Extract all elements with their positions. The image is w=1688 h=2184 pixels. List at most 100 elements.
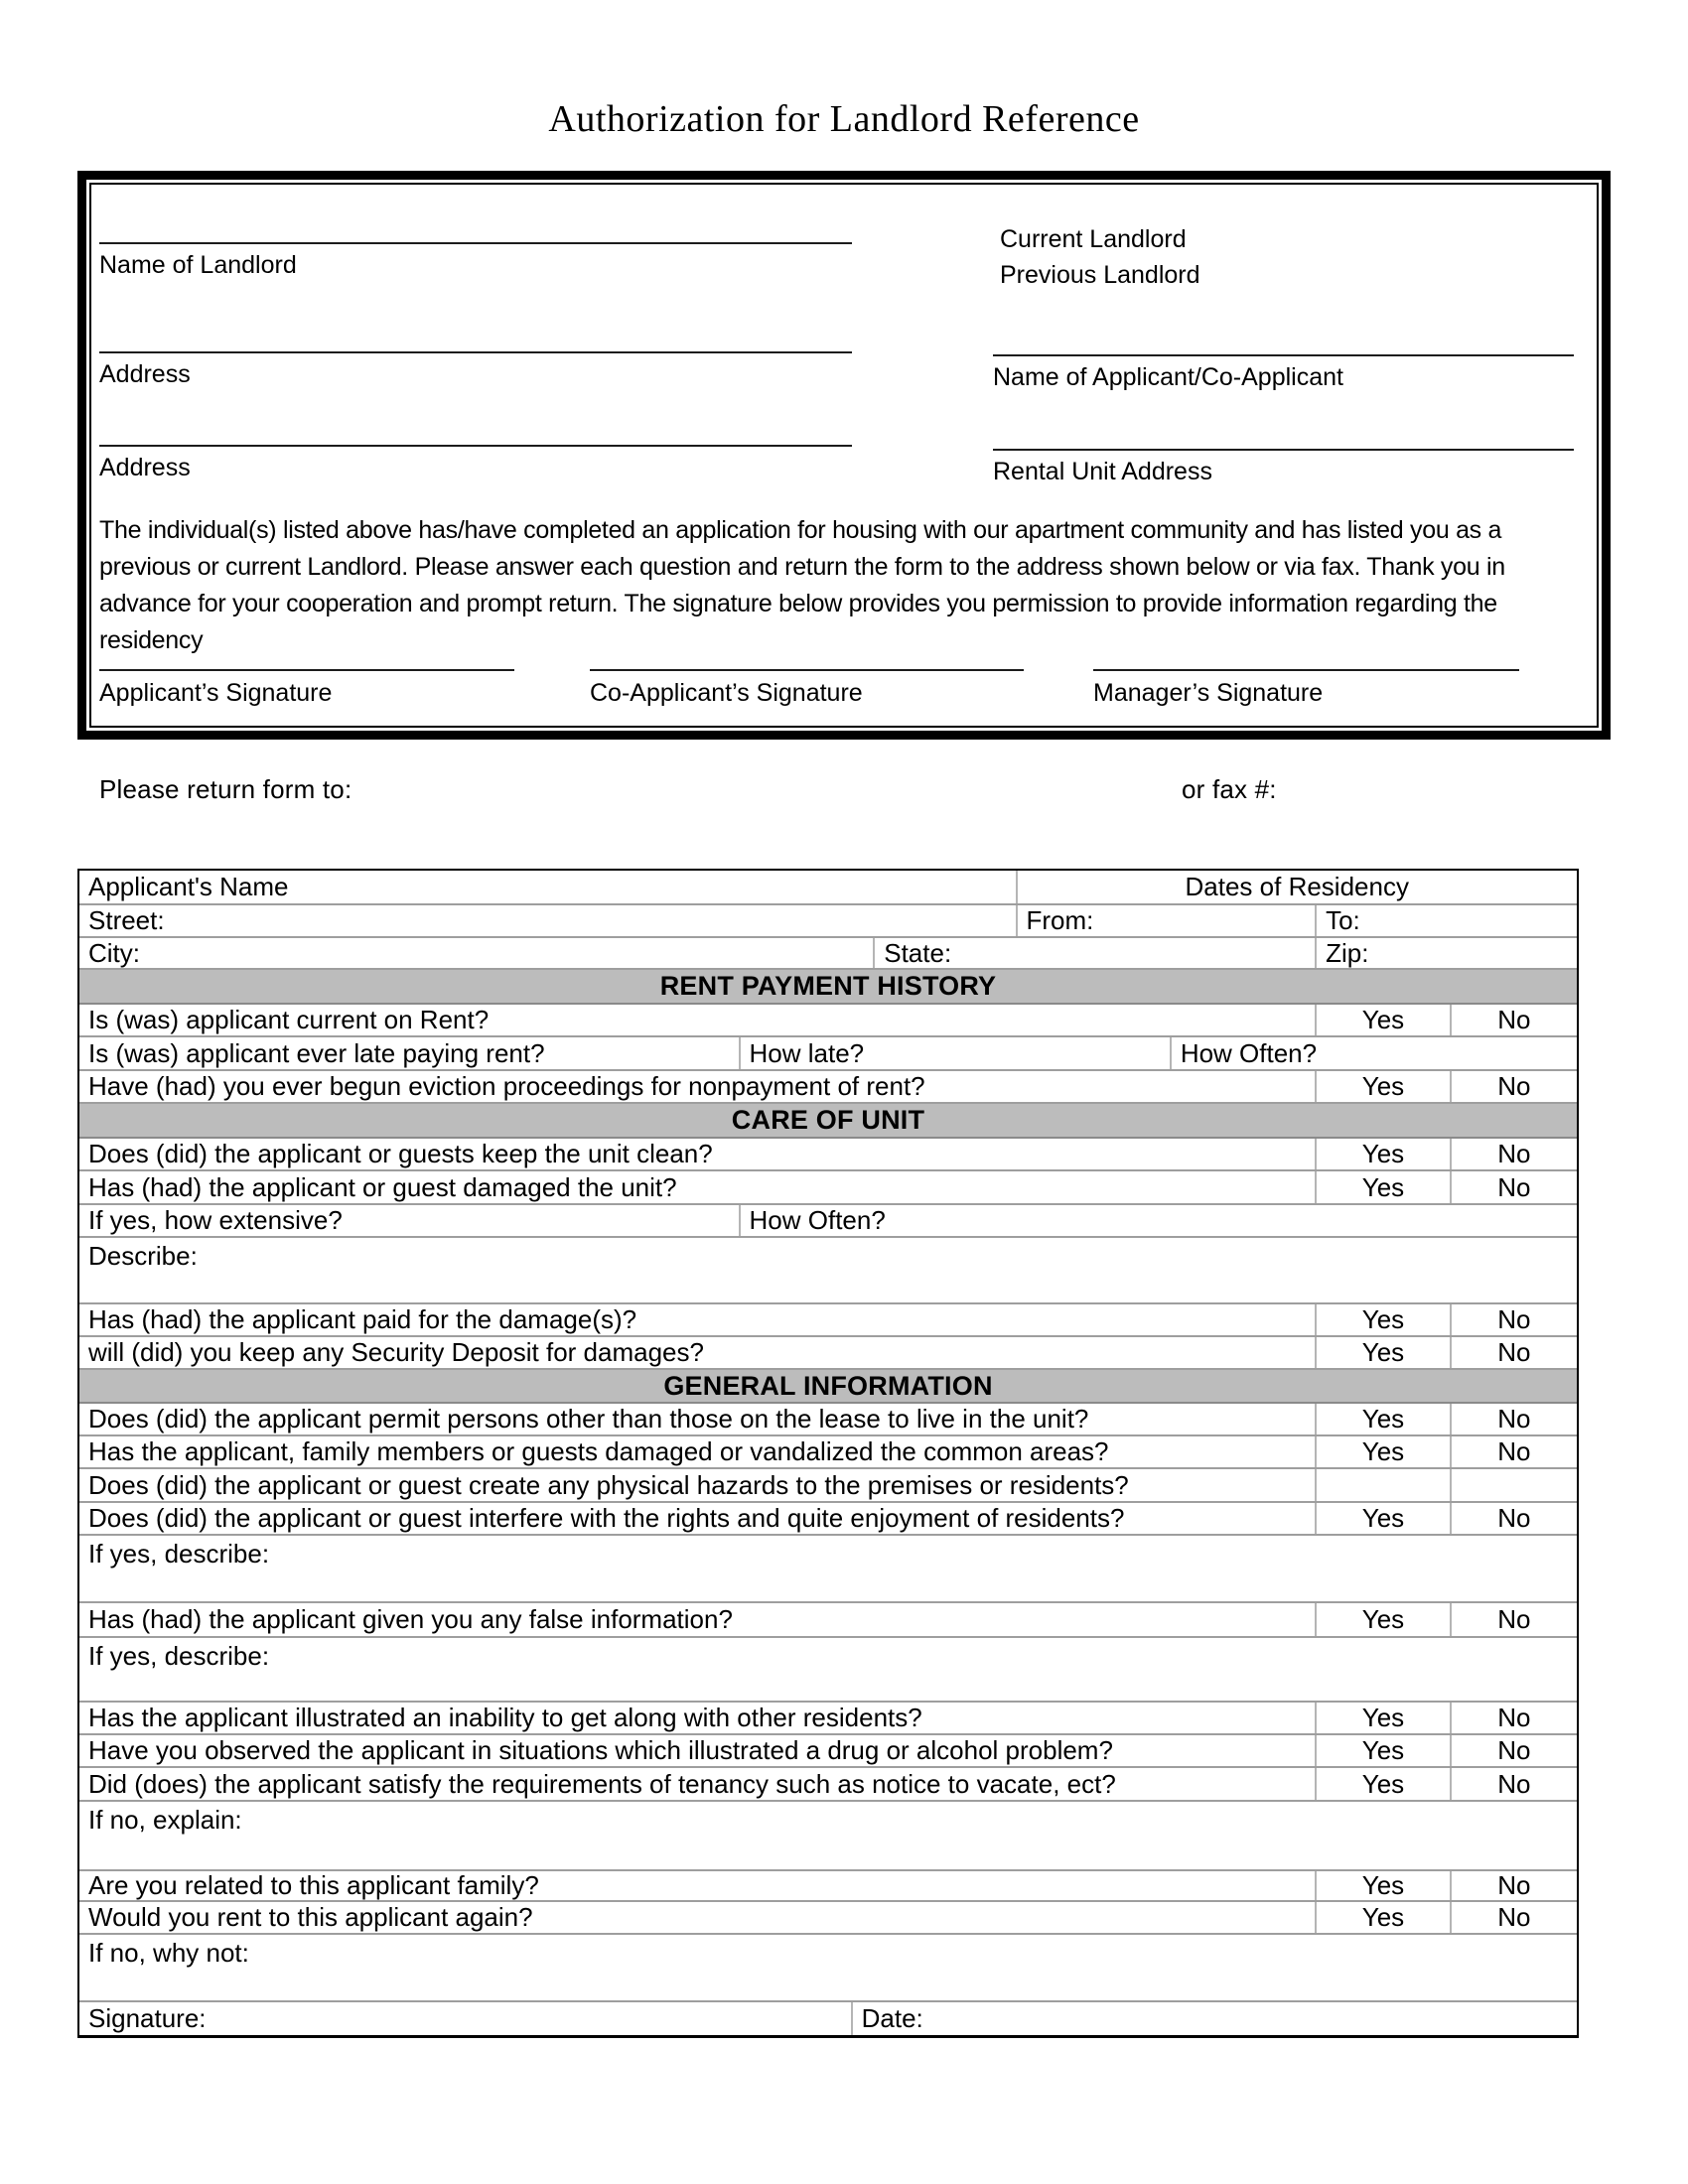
yes-option: Yes — [1315, 1139, 1450, 1169]
question-text: Did (does) the applicant satisfy the req… — [88, 1768, 1116, 1799]
section-header-rent-payment-history: RENT PAYMENT HISTORY — [79, 970, 1577, 1005]
section-title: RENT PAYMENT HISTORY — [659, 971, 997, 1001]
current-landlord-option: Current Landlord — [1000, 225, 1187, 253]
header-row-city: City: State: Zip: — [79, 938, 1577, 970]
section-title: GENERAL INFORMATION — [663, 1370, 993, 1401]
to-cell: To: — [1315, 905, 1577, 936]
page-title: Authorization for Landlord Reference — [548, 98, 1140, 140]
question-text: Is (was) applicant ever late paying rent… — [88, 1037, 545, 1068]
if-yes-describe-label: If yes, describe: — [88, 1539, 270, 1569]
question-row-eviction: Have (had) you ever begun eviction proce… — [79, 1071, 1577, 1104]
yes-option: Yes — [1315, 1871, 1450, 1900]
question-text: If yes, how extensive? — [88, 1205, 343, 1235]
question-text: Is (was) applicant current on Rent? — [88, 1005, 490, 1034]
if-yes-describe-row-2: If yes, describe: — [79, 1638, 1577, 1703]
question-text: Would you rent to this applicant again? — [88, 1902, 533, 1932]
question-text: Does (did) the applicant or guest create… — [88, 1469, 1129, 1500]
describe-row: Describe: — [79, 1238, 1577, 1304]
zip-cell: Zip: — [1315, 938, 1577, 968]
no-option: No — [1449, 1139, 1577, 1169]
no-option: No — [1449, 1503, 1577, 1534]
yes-option: Yes — [1315, 1337, 1450, 1368]
co-applicant-signature-line — [590, 669, 1024, 671]
question-row-current-rent: Is (was) applicant current on Rent? Yes … — [79, 1005, 1577, 1037]
empty-yes-cell — [1315, 1469, 1450, 1501]
if-yes-describe-row-1: If yes, describe: — [79, 1536, 1577, 1603]
landlord-address-blank-line-1 — [99, 351, 852, 353]
question-text: Has (had) the applicant or guest damaged… — [88, 1171, 677, 1202]
no-option: No — [1449, 1871, 1577, 1900]
landlord-name-label: Name of Landlord — [99, 251, 297, 279]
section-title: CARE OF UNIT — [731, 1105, 925, 1135]
question-row-false-information: Has (had) the applicant given you any fa… — [79, 1603, 1577, 1638]
how-often-cell: How Often? — [738, 1205, 1577, 1236]
landlord-address-label-1: Address — [99, 360, 191, 388]
header-row-name: Applicant's Name Dates of Residency — [79, 871, 1577, 905]
question-row-related-family: Are you related to this applicant family… — [79, 1871, 1577, 1902]
question-text: Has (had) the applicant given you any fa… — [88, 1604, 733, 1634]
applicant-name-cell: Applicant's Name — [88, 872, 289, 901]
question-text: Have you observed the applicant in situa… — [88, 1735, 1113, 1765]
question-row-late-rent: Is (was) applicant ever late paying rent… — [79, 1037, 1577, 1071]
previous-landlord-option: Previous Landlord — [1000, 261, 1200, 289]
authorization-box: Name of Landlord Address Address Current… — [77, 171, 1611, 740]
authorization-notice-text: The individual(s) listed above has/have … — [99, 516, 1505, 654]
state-cell: State: — [873, 938, 1315, 968]
yes-option: Yes — [1315, 1404, 1450, 1434]
yes-option: Yes — [1315, 1735, 1450, 1766]
question-row-drug-alcohol: Have you observed the applicant in situa… — [79, 1735, 1577, 1768]
signature-cell: Signature: — [88, 2003, 207, 2033]
no-option: No — [1449, 1768, 1577, 1800]
rental-unit-address-blank-line — [993, 449, 1574, 451]
street-cell: Street: — [88, 905, 165, 935]
how-often-cell: How Often? — [1169, 1037, 1577, 1069]
if-no-why-not-label: If no, why not: — [88, 1938, 249, 1968]
yes-option: Yes — [1315, 1071, 1450, 1102]
no-option: No — [1449, 1703, 1577, 1733]
applicant-name-label: Name of Applicant/Co-Applicant — [993, 363, 1343, 391]
landlord-name-blank-line — [99, 242, 852, 244]
if-no-explain-row: If no, explain: — [79, 1802, 1577, 1871]
no-option: No — [1449, 1005, 1577, 1035]
authorization-box-inner: Name of Landlord Address Address Current… — [89, 183, 1599, 728]
or-fax-label: or fax #: — [1182, 774, 1277, 804]
question-text: Are you related to this applicant family… — [88, 1871, 539, 1900]
no-option: No — [1449, 1337, 1577, 1368]
question-text: Does (did) the applicant permit persons … — [88, 1404, 1089, 1433]
yes-option: Yes — [1315, 1171, 1450, 1203]
describe-label: Describe: — [88, 1241, 198, 1271]
question-row-physical-hazards: Does (did) the applicant or guest create… — [79, 1469, 1577, 1503]
return-form-to-label: Please return form to: — [99, 774, 352, 804]
question-row-paid-damages: Has (had) the applicant paid for the dam… — [79, 1304, 1577, 1337]
signature-date-row: Signature: Date: — [79, 2002, 1577, 2035]
from-cell: From: — [1015, 905, 1316, 936]
landlord-address-label-2: Address — [99, 454, 191, 481]
empty-no-cell — [1449, 1469, 1577, 1501]
rental-unit-address-label: Rental Unit Address — [993, 458, 1212, 485]
manager-signature-line — [1093, 669, 1519, 671]
header-row-street: Street: From: To: — [79, 905, 1577, 938]
if-no-why-not-row: If no, why not: — [79, 1935, 1577, 2002]
no-option: No — [1449, 1171, 1577, 1203]
applicant-signature-label: Applicant’s Signature — [99, 679, 333, 707]
city-cell: City: — [88, 938, 140, 968]
yes-option: Yes — [1315, 1503, 1450, 1534]
question-text: Has the applicant, family members or gue… — [88, 1436, 1109, 1466]
yes-option: Yes — [1315, 1603, 1450, 1636]
applicant-name-blank-line — [993, 354, 1574, 356]
co-applicant-signature-label: Co-Applicant’s Signature — [590, 679, 863, 707]
no-option: No — [1449, 1735, 1577, 1766]
yes-option: Yes — [1315, 1436, 1450, 1467]
question-row-get-along: Has the applicant illustrated an inabili… — [79, 1703, 1577, 1735]
question-text: Has the applicant illustrated an inabili… — [88, 1703, 922, 1732]
landlord-address-blank-line-2 — [99, 445, 852, 447]
no-option: No — [1449, 1436, 1577, 1467]
question-row-vandalized: Has the applicant, family members or gue… — [79, 1436, 1577, 1469]
question-row-permit-persons: Does (did) the applicant permit persons … — [79, 1404, 1577, 1436]
question-text: Have (had) you ever begun eviction proce… — [88, 1071, 925, 1101]
yes-option: Yes — [1315, 1005, 1450, 1035]
yes-option: Yes — [1315, 1703, 1450, 1733]
question-text: Does (did) the applicant or guest interf… — [88, 1503, 1125, 1533]
yes-option: Yes — [1315, 1304, 1450, 1335]
